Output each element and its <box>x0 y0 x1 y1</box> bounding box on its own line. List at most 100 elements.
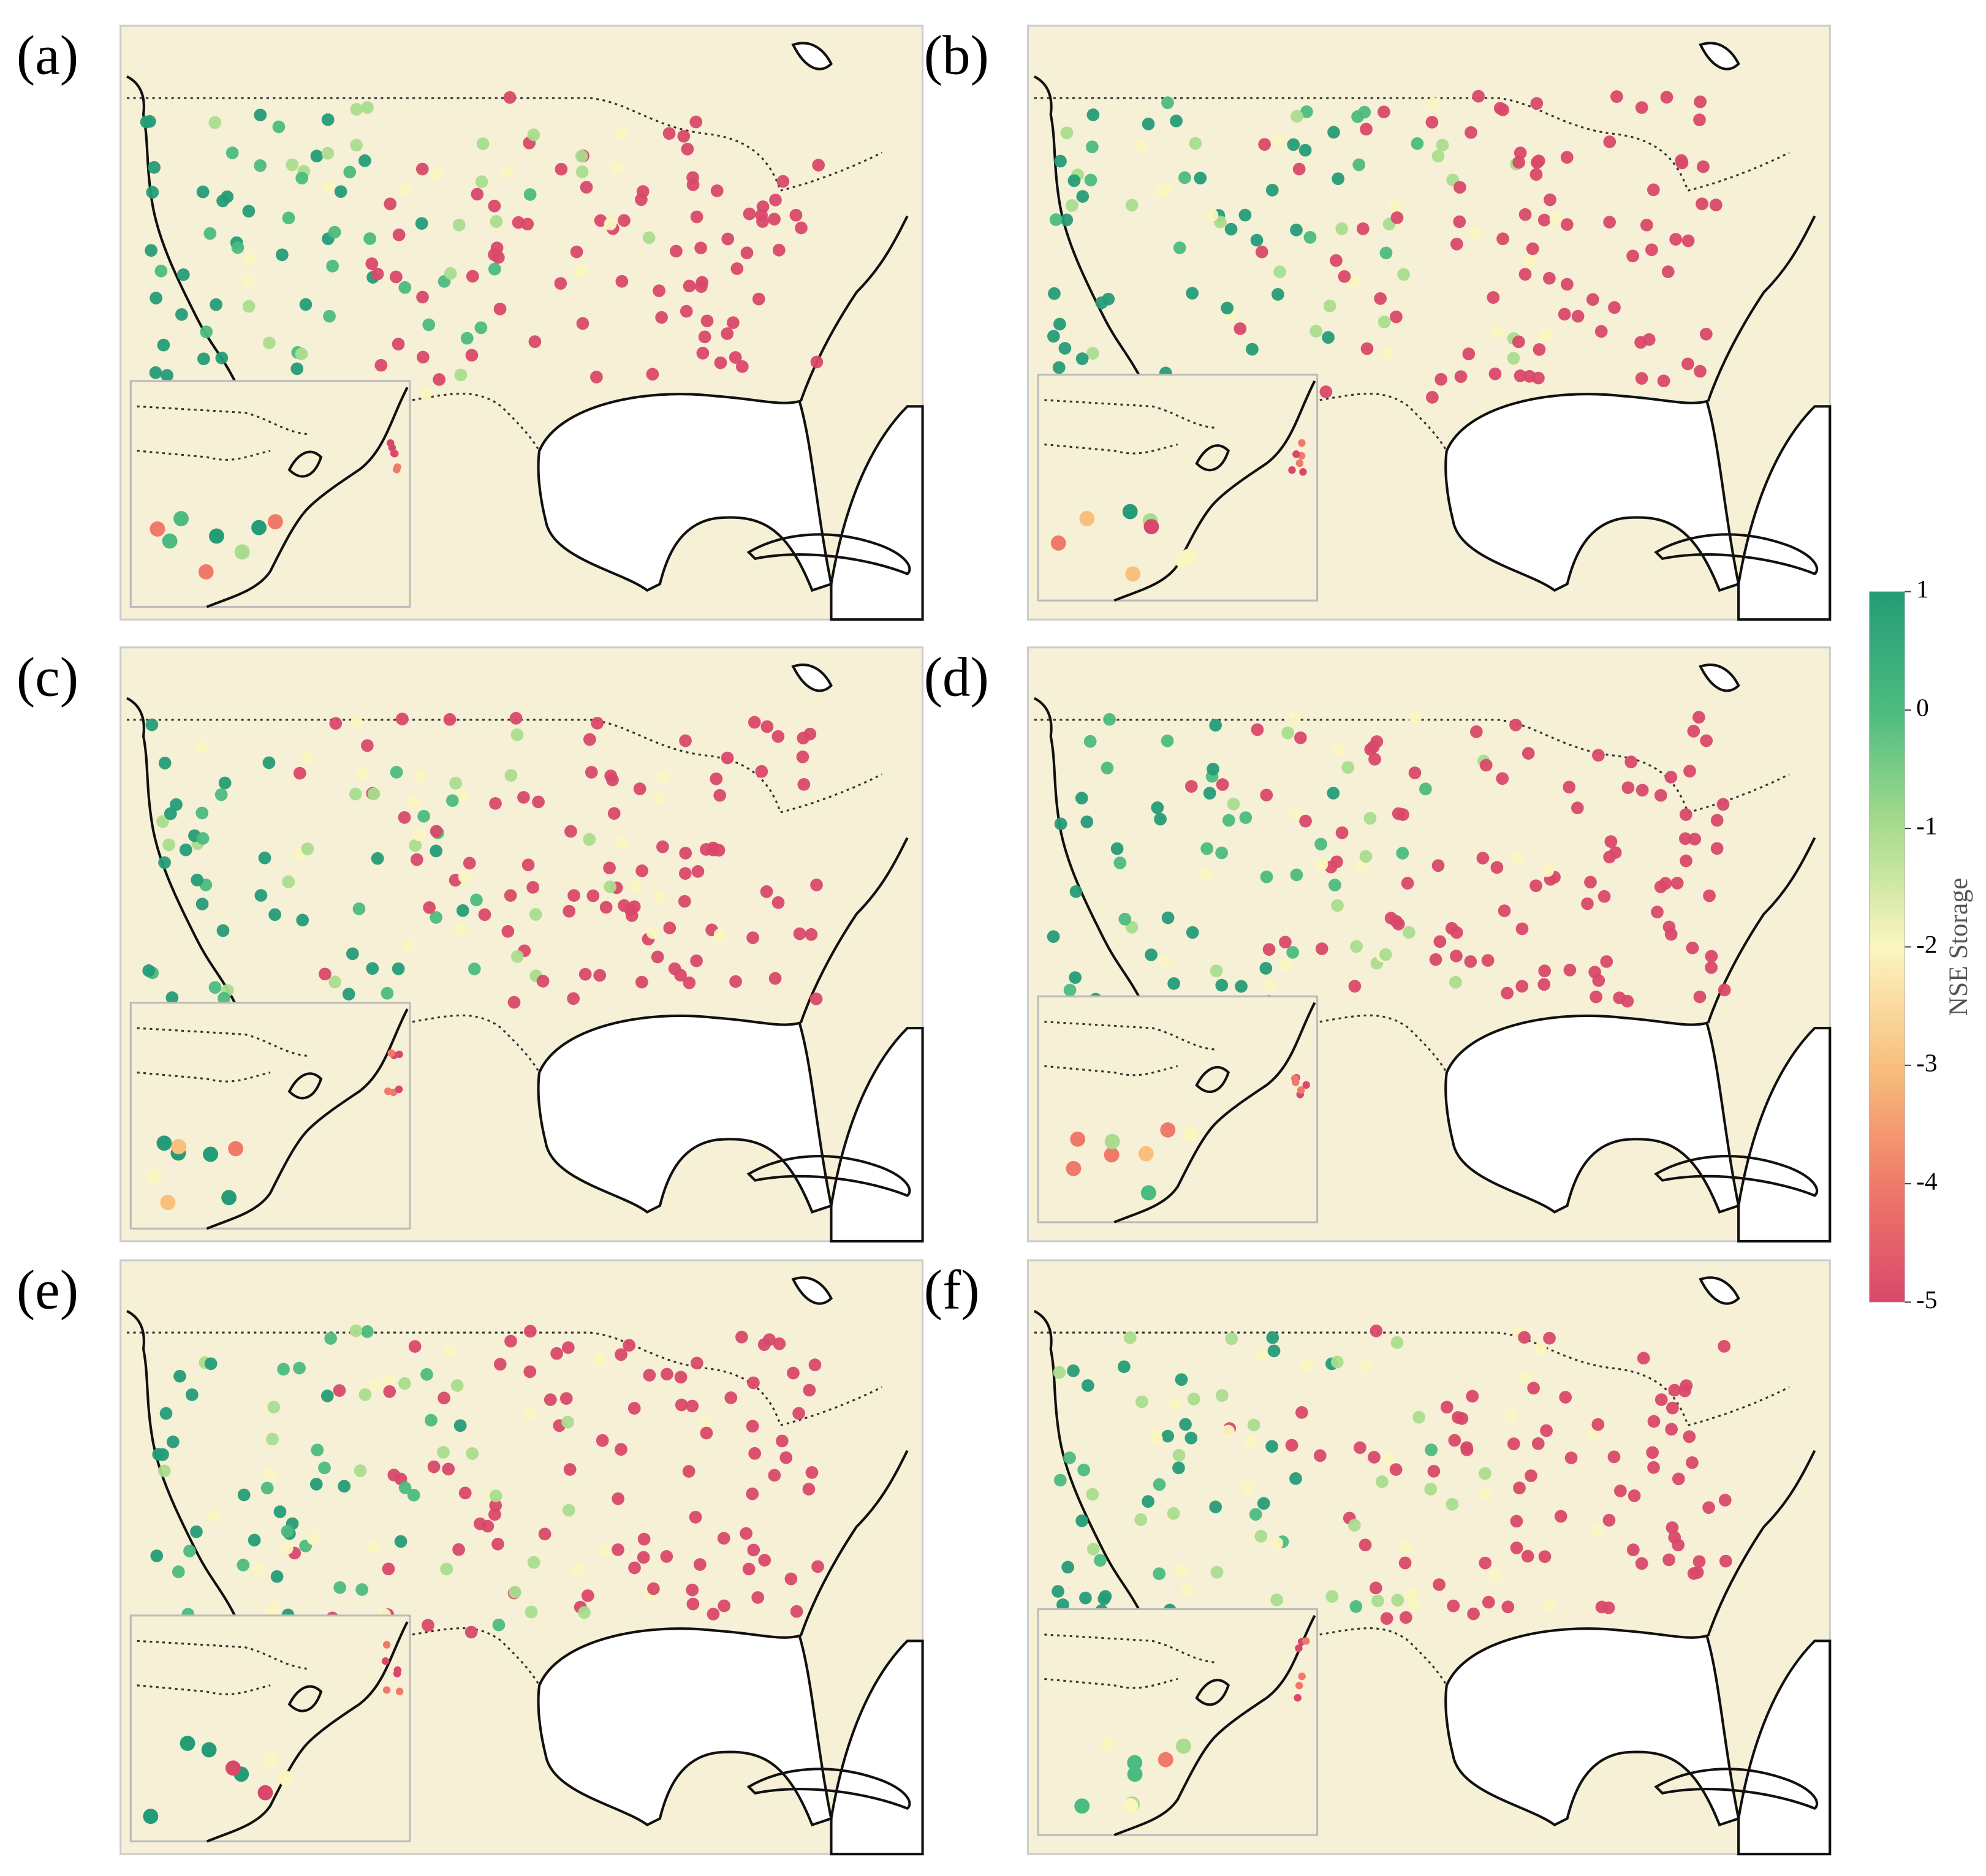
station <box>1446 1497 1459 1511</box>
station <box>1255 245 1268 259</box>
station <box>1052 1585 1064 1598</box>
station <box>1379 246 1393 260</box>
station <box>691 865 705 878</box>
station <box>354 1464 367 1477</box>
station <box>1247 1418 1260 1432</box>
station <box>173 1369 186 1383</box>
station <box>773 1337 786 1350</box>
station <box>309 1478 323 1491</box>
station <box>1522 747 1535 760</box>
station <box>158 1464 171 1478</box>
inset-station <box>393 1666 402 1674</box>
station <box>578 967 592 981</box>
station <box>554 277 567 290</box>
station <box>1060 126 1074 140</box>
station <box>1647 1415 1661 1428</box>
station <box>1257 1497 1270 1510</box>
station <box>1270 1593 1284 1606</box>
station <box>1224 222 1238 236</box>
station <box>1069 885 1083 898</box>
station <box>717 1532 730 1545</box>
station <box>694 1558 707 1571</box>
inset-station <box>160 1195 176 1211</box>
station <box>1227 798 1240 811</box>
station <box>358 154 371 167</box>
station <box>150 292 162 304</box>
station <box>365 257 379 270</box>
station <box>1052 361 1066 374</box>
station <box>1200 842 1214 855</box>
station <box>454 368 468 382</box>
station <box>452 1543 465 1556</box>
station <box>1559 1391 1572 1404</box>
station <box>1330 254 1343 267</box>
station <box>266 1432 279 1446</box>
station <box>319 967 332 981</box>
station <box>1526 242 1539 255</box>
station <box>1254 1530 1268 1543</box>
station <box>392 338 405 350</box>
station <box>604 769 618 782</box>
station <box>694 241 708 255</box>
station <box>677 129 691 143</box>
inset-station <box>278 1770 293 1786</box>
station <box>583 733 596 746</box>
station <box>1710 842 1724 855</box>
inset-station <box>1127 1766 1143 1782</box>
station <box>1558 308 1571 321</box>
station <box>417 809 430 823</box>
inset <box>1037 995 1319 1224</box>
colorbar-tick-label: -2 <box>1916 930 1937 958</box>
station <box>1613 1485 1627 1497</box>
station <box>1265 1440 1278 1453</box>
station <box>699 1416 713 1429</box>
station <box>1161 734 1174 747</box>
station <box>803 1383 816 1397</box>
station <box>1374 292 1387 305</box>
inset-station <box>1158 1752 1173 1768</box>
station <box>679 734 692 747</box>
station <box>1263 978 1276 992</box>
station <box>746 1420 759 1433</box>
station <box>635 975 648 989</box>
station <box>1661 265 1675 278</box>
inset-station <box>1104 1147 1120 1163</box>
station <box>1251 723 1264 736</box>
station <box>1540 1424 1553 1437</box>
station <box>463 857 476 870</box>
station <box>682 1465 695 1478</box>
station <box>653 890 666 903</box>
inset-station <box>1104 1133 1120 1149</box>
inset-station <box>1127 1755 1143 1771</box>
station <box>681 142 694 156</box>
station <box>501 925 515 938</box>
inset-station <box>1291 1075 1299 1083</box>
station <box>1514 146 1527 159</box>
station <box>597 1545 611 1557</box>
station <box>1238 208 1252 222</box>
station <box>318 1461 331 1475</box>
station <box>1210 1565 1224 1579</box>
station <box>593 1353 607 1366</box>
station <box>1300 105 1313 118</box>
station <box>1581 897 1594 910</box>
station <box>322 181 335 194</box>
inset-station <box>146 1169 162 1185</box>
station <box>430 167 444 180</box>
station <box>1490 861 1504 874</box>
station <box>792 1407 805 1420</box>
station <box>1479 1488 1493 1500</box>
station <box>635 864 649 877</box>
station <box>1549 213 1563 226</box>
station <box>358 1388 372 1401</box>
station <box>1515 980 1529 993</box>
inset-border <box>1044 399 1216 455</box>
station <box>1359 1538 1372 1552</box>
station <box>1532 371 1545 385</box>
station <box>416 290 429 304</box>
station <box>787 1366 800 1380</box>
inset-station <box>384 1087 392 1095</box>
station <box>350 103 363 116</box>
station <box>1330 1355 1344 1369</box>
station <box>1259 962 1273 975</box>
